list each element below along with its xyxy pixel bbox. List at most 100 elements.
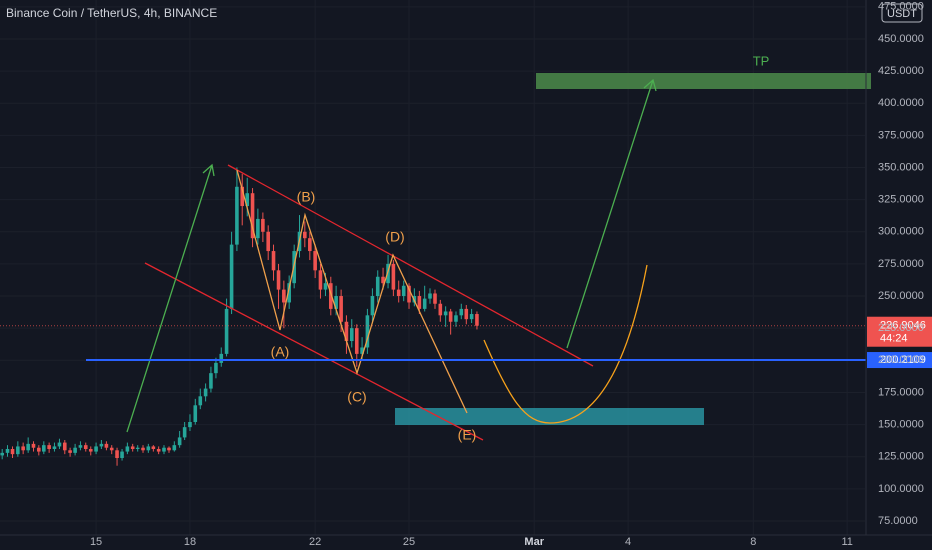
y-tick-label: 300.0000	[878, 226, 924, 238]
candle-body	[448, 311, 453, 322]
candle-body	[31, 443, 36, 448]
candle-body	[62, 442, 67, 451]
candle-body	[375, 276, 380, 297]
x-tick-label: 8	[750, 536, 756, 548]
chart-title: Binance Coin / TetherUS, 4h, BINANCE	[6, 6, 217, 20]
candle-body	[224, 308, 229, 354]
x-tick-label: 15	[90, 536, 102, 548]
y-tick-label: 275.0000	[878, 258, 924, 270]
annotation: (E)	[458, 427, 477, 443]
candle-body	[188, 422, 192, 428]
candle-body	[0, 452, 4, 456]
candle-body	[203, 388, 208, 397]
y-tick-label: 150.0000	[878, 418, 924, 430]
candle-body	[177, 437, 182, 446]
candle-body	[433, 293, 437, 304]
candle-body	[323, 283, 328, 290]
grid	[0, 0, 865, 535]
candle-body	[68, 450, 72, 453]
candle-body	[125, 446, 130, 452]
candle-body	[42, 445, 46, 452]
candle-body	[401, 285, 406, 297]
candle-body	[162, 447, 166, 452]
candle-body	[146, 446, 151, 451]
candle-body	[37, 447, 41, 452]
y-tick-label: 75.0000	[878, 515, 918, 527]
candle-body	[386, 263, 390, 284]
y-tick-label: 425.0000	[878, 65, 924, 77]
candle-body	[182, 427, 187, 438]
candle-body	[109, 447, 114, 451]
candle-body	[99, 443, 104, 447]
candle-body	[334, 296, 338, 309]
candle-body	[396, 289, 401, 297]
candle-body	[229, 244, 234, 309]
price-tag-label: 200.2109	[880, 354, 926, 366]
annotation: (D)	[385, 229, 404, 245]
candle-body	[250, 193, 255, 239]
candle-body	[73, 447, 77, 453]
candle-body	[104, 443, 109, 448]
candle-body	[214, 362, 218, 374]
candle-body	[78, 445, 83, 448]
tp-zone	[536, 73, 871, 89]
candle-body	[276, 270, 281, 290]
y-tick-label: 475.0000	[878, 1, 924, 13]
candle-body	[261, 218, 265, 232]
candle-body	[308, 238, 312, 252]
candle-body	[266, 231, 271, 252]
candle-body	[57, 442, 62, 447]
candle-body	[167, 447, 171, 451]
y-tick-label: 200.0000	[878, 354, 924, 366]
candle-body	[349, 328, 354, 342]
x-tick-label: 11	[841, 536, 852, 548]
candle-body	[130, 446, 135, 450]
trendline	[227, 164, 594, 367]
price-tag	[867, 352, 932, 369]
candle-body	[21, 446, 25, 451]
candle-body	[318, 270, 323, 290]
x-tick-label: 22	[309, 536, 321, 548]
candle-body	[344, 321, 349, 342]
y-tick-label: 250.0000	[878, 290, 924, 302]
y-tick-label: 325.0000	[878, 194, 924, 206]
candle-body	[135, 447, 140, 450]
candle-body	[422, 298, 427, 309]
candle-body	[464, 308, 469, 320]
y-tick-label: 450.0000	[878, 33, 924, 45]
currency[interactable]: USDT	[887, 8, 917, 20]
candle-body	[94, 446, 98, 452]
x-tick-label: Mar	[524, 536, 544, 548]
candle-body	[209, 373, 213, 389]
candle-body	[365, 315, 370, 348]
candle-body	[256, 218, 260, 239]
currency-badge[interactable]	[881, 3, 923, 23]
candle-body	[428, 293, 432, 299]
candle-body	[240, 186, 245, 207]
candle-body	[219, 353, 224, 363]
candle-body	[438, 303, 443, 316]
candle-body	[303, 231, 307, 239]
wave-line	[236, 169, 468, 414]
price-tag	[867, 316, 932, 347]
candle-body	[354, 328, 359, 354]
candle-body	[282, 289, 286, 303]
candle-body	[360, 347, 364, 354]
candle-body	[235, 186, 239, 245]
x-tick-label: 18	[184, 536, 196, 548]
y-tick-label: 175.0000	[878, 386, 924, 398]
candle-body	[313, 251, 317, 271]
countdown: 44:24	[880, 333, 908, 345]
candle-body	[47, 445, 51, 450]
candle-body	[459, 308, 464, 316]
candle-body	[156, 449, 161, 452]
trendline	[144, 262, 484, 441]
candle-body	[287, 283, 291, 303]
candle-body	[328, 283, 333, 309]
candle-body	[5, 449, 10, 453]
candle-body	[10, 449, 15, 455]
candle-body	[381, 276, 385, 284]
y-tick-label: 225.0000	[878, 322, 924, 334]
